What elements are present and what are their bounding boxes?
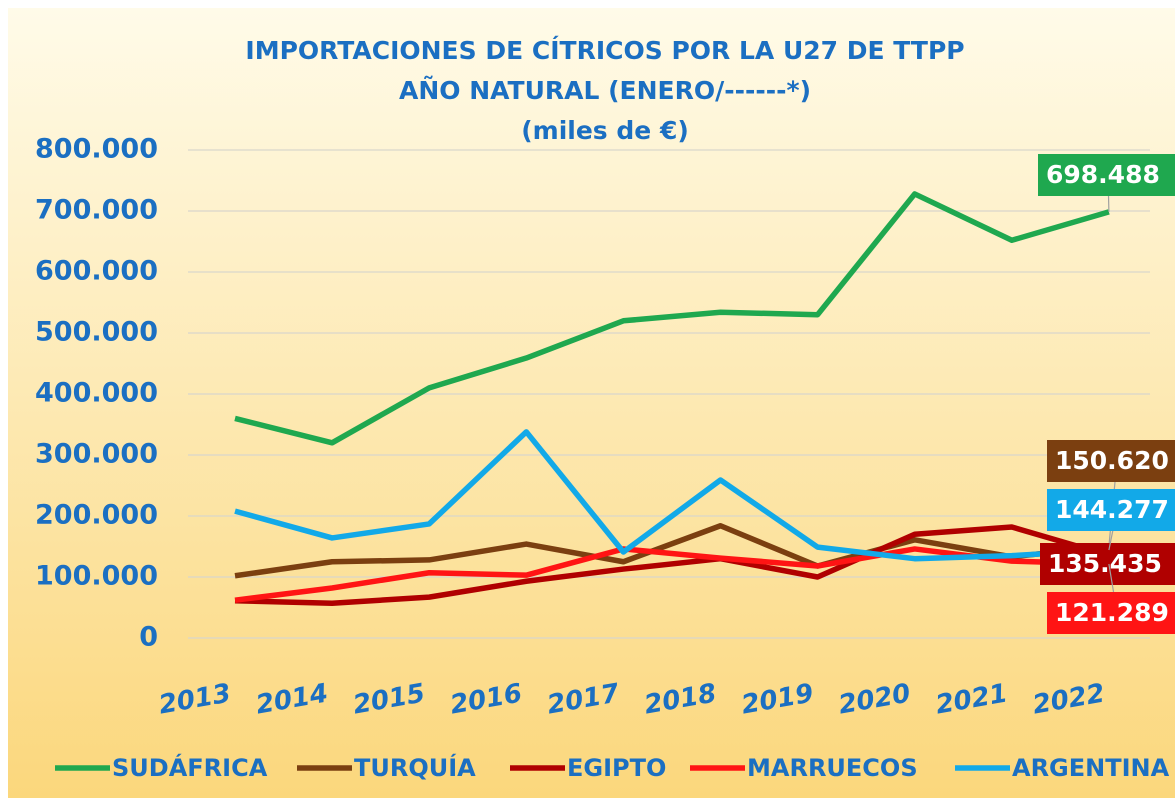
series-line xyxy=(234,524,1110,606)
series-line xyxy=(234,429,1110,562)
legend-label: SUDÁFRICA xyxy=(112,753,268,782)
y-tick-label: 400.000 xyxy=(35,378,158,409)
series-line xyxy=(234,523,1110,579)
legend-label: MARRUECOS xyxy=(747,754,918,782)
chart-subtitle: (miles de €) xyxy=(521,116,689,145)
plot-background xyxy=(8,8,1175,798)
data-label: 121.289 xyxy=(1055,598,1169,627)
data-label: 698.488 xyxy=(1046,160,1160,189)
chart-title: IMPORTACIONES DE CÍTRICOS POR LA U27 DE … xyxy=(245,36,964,65)
y-tick-label: 100.000 xyxy=(35,561,158,592)
y-tick-label: 700.000 xyxy=(35,195,158,226)
data-label-box xyxy=(1038,154,1175,196)
data-label-box xyxy=(1047,592,1175,634)
y-tick-label: 300.000 xyxy=(35,439,158,470)
data-label: 135.435 xyxy=(1048,549,1162,578)
data-label-box xyxy=(1047,440,1175,482)
y-tick-label: 800.000 xyxy=(35,134,158,165)
data-label-box xyxy=(1040,543,1175,585)
chart-subtitle: AÑO NATURAL (ENERO/------*) xyxy=(399,76,811,105)
legend-label: TURQUÍA xyxy=(354,753,476,782)
legend-label: ARGENTINA xyxy=(1012,754,1170,782)
y-tick-label: 0 xyxy=(139,622,158,653)
y-tick-label: 500.000 xyxy=(35,317,158,348)
legend-label: EGIPTO xyxy=(567,754,666,782)
series-line xyxy=(234,191,1110,446)
data-label-box xyxy=(1047,489,1175,531)
y-tick-label: 600.000 xyxy=(35,256,158,287)
y-tick-label: 200.000 xyxy=(35,500,158,531)
data-label: 150.620 xyxy=(1055,446,1169,475)
data-label: 144.277 xyxy=(1055,495,1169,524)
